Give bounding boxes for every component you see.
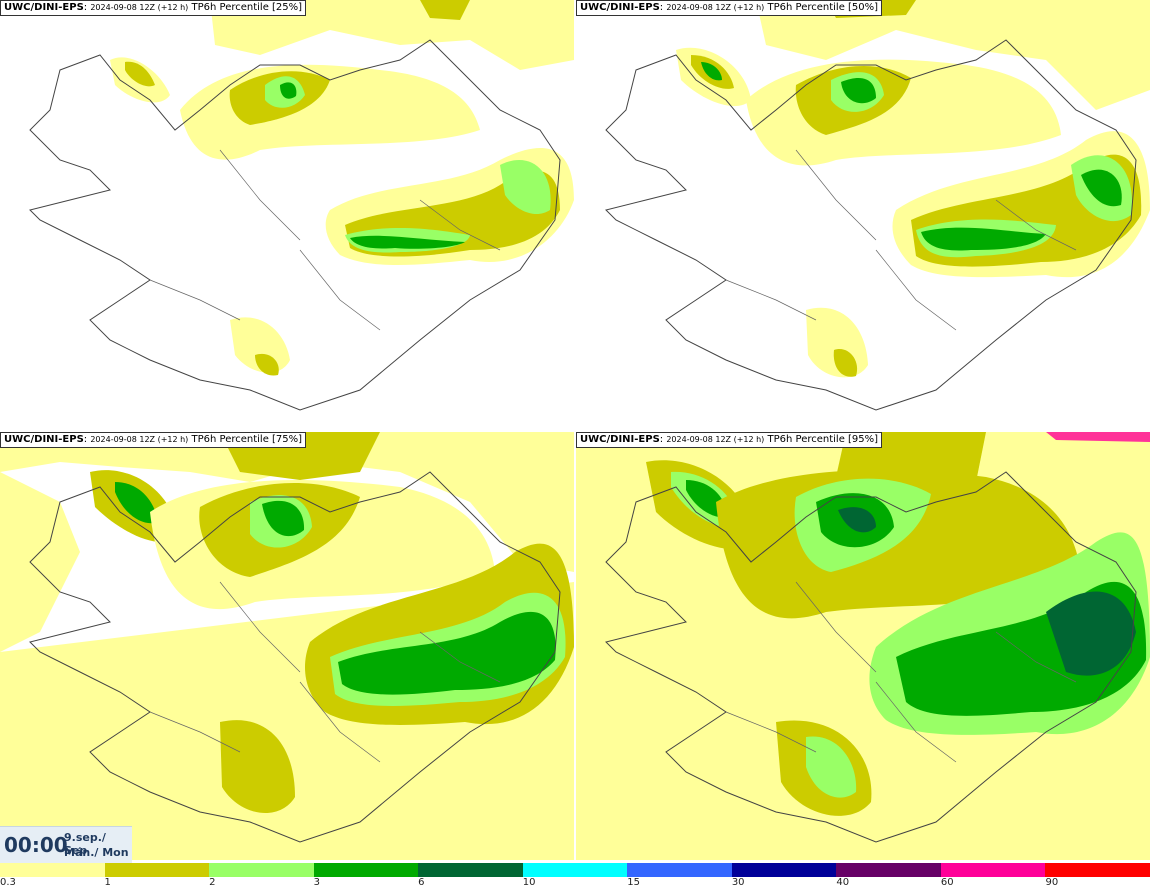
colorbar-segment [731,863,837,877]
precip-area-south-olive [255,353,279,376]
map-panel-p95: UWC/DINI-EPS: 2024-09-08 12Z (+12 h) TP6… [576,432,1150,860]
panel-title: UWC/DINI-EPS: 2024-09-08 12Z (+12 h) TP6… [576,432,883,448]
valid-time: 00:00 [4,833,68,857]
precip-area-east-green [338,611,556,695]
colorbar-tick-label: 40 [836,877,850,888]
colorbar-segment [0,863,105,877]
precip-area-south-lgreen [806,736,857,798]
coastline [605,471,1137,843]
precip-area-north-green [280,82,297,99]
precip-area-eastfjords-lgreen [500,160,551,215]
precip-map-p95 [576,432,1150,860]
colorbar-tick-label: 10 [522,877,536,888]
precip-area-south [230,317,290,373]
colorbar-ticks: 0.3 1 2 3 6 10 15 30 40 60 90 [0,877,1150,891]
map-panel-p50: UWC/DINI-EPS: 2024-09-08 12Z (+12 h) TP6… [576,0,1150,428]
colorbar-segment [940,863,1046,877]
run-time: 2024-09-08 12Z (+12 h) [666,435,765,444]
coastline [29,471,561,843]
model-name: UWC/DINI-EPS [580,434,660,445]
panel-title: UWC/DINI-EPS: 2024-09-08 12Z (+12 h) TP6… [0,0,307,16]
colorbar-segment [1045,863,1150,877]
precip-area-north-olive [420,0,470,20]
colorbar-segment [104,863,210,877]
colorbar [0,863,1150,877]
precip-area-north [210,0,574,70]
precip-area-east-green [350,235,465,249]
colorbar-tick-label: 2 [209,877,216,888]
colorbar-segment [522,863,628,877]
model-name: UWC/DINI-EPS [580,2,660,13]
valid-date: 9.sep./ Sep [64,831,106,857]
valid-time-box: 00:00 9.sep./ Sep Mán./ Mon [0,826,132,863]
precip-area-west [0,472,80,652]
colorbar-tick-label: 90 [1045,877,1059,888]
run-time: 2024-09-08 12Z (+12 h) [90,3,189,12]
precip-area-ne-pink [1046,432,1150,442]
roads [149,581,501,763]
panel-title: UWC/DINI-EPS: 2024-09-08 12Z (+12 h) TP6… [576,0,883,16]
product-name: TP6h Percentile [25%] [191,2,303,13]
precip-area-eastfjords-green [1081,169,1122,207]
colorbar-segment [836,863,941,877]
roads [725,581,1077,763]
colorbar-segment [313,863,419,877]
precip-area-westfjords-green [115,482,158,524]
colorbar-segment [209,863,314,877]
precip-area-south-olive [220,720,295,814]
precip-area-east-dgreen [1046,591,1136,676]
precip-area-south-olive [833,349,858,377]
precip-area-north-dgreen [838,507,876,533]
precip-area-north-green [262,500,305,537]
precip-map-p75 [0,432,574,860]
run-time: 2024-09-08 12Z (+12 h) [90,435,189,444]
model-name: UWC/DINI-EPS [4,434,84,445]
roads [725,149,1077,331]
valid-day: Mán./ Mon [64,846,129,859]
map-panel-p25: UWC/DINI-EPS: 2024-09-08 12Z (+12 h) TP6… [0,0,574,428]
product-name: TP6h Percentile [75%] [191,434,303,445]
product-name: TP6h Percentile [95%] [767,434,879,445]
precip-area-north-green [841,77,876,104]
colorbar-tick-label: 0.3 [0,877,16,888]
colorbar-segment [418,863,523,877]
colorbar-tick-label: 60 [940,877,954,888]
colorbar-tick-label: 1 [104,877,111,888]
coastline [29,39,561,411]
colorbar-tick-label: 6 [418,877,425,888]
precip-map-p25 [29,0,574,411]
coastline [605,39,1137,411]
map-panel-p75: UWC/DINI-EPS: 2024-09-08 12Z (+12 h) TP6… [0,432,574,860]
run-time: 2024-09-08 12Z (+12 h) [666,3,765,12]
precip-area-north-land [180,64,480,160]
model-name: UWC/DINI-EPS [4,2,84,13]
precip-map-p50 [605,0,1150,411]
precip-area-north [756,0,1150,110]
colorbar-tick-label: 30 [731,877,745,888]
colorbar-tick-label: 15 [627,877,640,888]
colorbar-tick-label: 3 [313,877,320,888]
colorbar-segment [627,863,732,877]
panel-title: UWC/DINI-EPS: 2024-09-08 12Z (+12 h) TP6… [0,432,307,448]
precip-area-westfjords-green [701,62,722,81]
precip-area-east-green [921,227,1046,251]
precip-area-westfjords-olive [125,61,155,87]
roads [149,149,501,331]
precip-area-north [0,432,574,572]
product-name: TP6h Percentile [50%] [767,2,879,13]
